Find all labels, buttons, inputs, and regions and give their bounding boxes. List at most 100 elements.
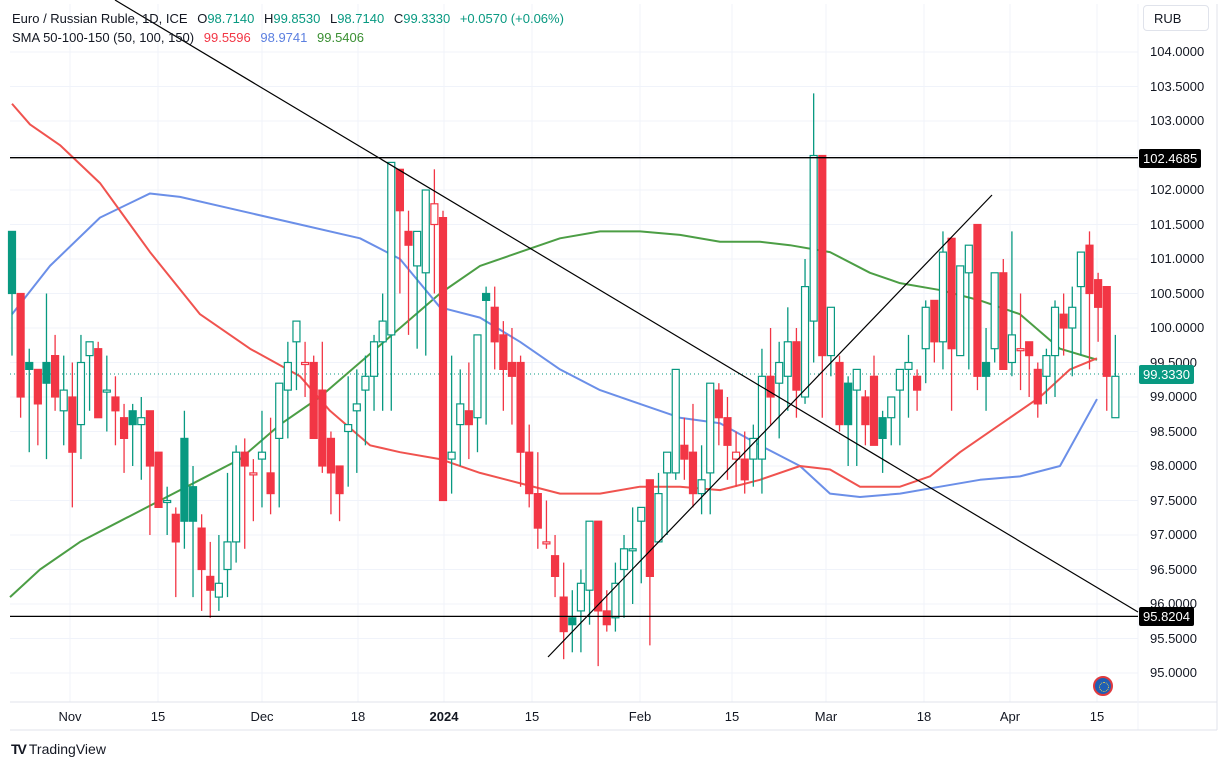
candle[interactable] [206,541,215,618]
candle[interactable] [33,368,42,446]
candle[interactable] [404,210,413,335]
candle[interactable] [326,431,336,515]
candle[interactable] [826,306,836,377]
candle[interactable] [835,355,844,432]
eu-flag-icon[interactable] [1093,676,1113,696]
candle[interactable] [602,590,611,632]
candle[interactable] [223,472,232,598]
candle[interactable] [249,459,258,522]
candle[interactable] [775,341,784,439]
candle[interactable] [990,272,999,363]
candle[interactable] [421,189,430,356]
candle[interactable] [766,328,775,425]
candle[interactable] [300,341,310,397]
candle[interactable] [723,397,732,480]
candle[interactable] [964,244,973,370]
candle[interactable] [611,562,620,632]
candle[interactable] [697,445,706,515]
candle[interactable] [482,286,491,425]
symbol-title[interactable]: Euro / Russian Ruble, 1D, ICE [12,11,188,26]
candle[interactable] [180,410,189,549]
candle[interactable] [283,341,292,439]
candle[interactable] [956,265,965,357]
candle[interactable] [94,341,103,419]
candle[interactable] [671,368,680,480]
candle[interactable] [154,451,163,509]
candle[interactable] [1111,334,1120,419]
candle[interactable] [559,562,568,660]
candle[interactable] [585,520,594,625]
candle[interactable] [904,334,913,418]
candle[interactable] [490,286,499,370]
candle[interactable] [507,328,517,425]
candle[interactable] [50,334,60,411]
candle[interactable] [568,590,577,653]
candle[interactable] [292,320,301,391]
candle[interactable] [999,259,1008,370]
candle[interactable] [1042,348,1051,404]
candle[interactable] [887,396,896,446]
candle[interactable] [42,293,51,460]
candle[interactable] [619,535,629,618]
candle[interactable] [16,292,25,418]
candle[interactable] [783,307,792,411]
candle[interactable] [516,355,525,487]
candle[interactable] [637,506,646,584]
candle[interactable] [119,403,129,473]
candle[interactable] [1059,293,1068,356]
candle[interactable] [309,355,318,440]
tradingview-logo[interactable]: TV TradingView [11,741,106,757]
candle[interactable] [852,368,861,466]
candle[interactable] [947,237,956,411]
candle[interactable] [266,417,275,515]
candle[interactable] [7,230,17,356]
candle[interactable] [76,334,86,460]
candle[interactable] [542,500,551,549]
candle[interactable] [473,334,482,453]
candle[interactable] [163,486,172,535]
candle[interactable] [818,154,827,418]
candle[interactable] [335,465,344,522]
candle[interactable] [137,397,146,480]
candle[interactable] [844,376,853,466]
candle[interactable] [792,328,801,418]
candle[interactable] [1025,341,1034,397]
candle[interactable] [430,169,439,294]
candle[interactable] [663,451,672,535]
candle[interactable] [171,507,180,598]
candle[interactable] [102,355,111,432]
candle[interactable] [456,369,465,466]
candle[interactable] [1076,251,1085,356]
candle[interactable] [85,341,94,411]
candle[interactable] [680,417,689,480]
currency-button[interactable]: RUB [1143,5,1209,31]
candle[interactable] [413,230,422,349]
candle[interactable] [257,410,267,508]
candle[interactable] [921,300,930,384]
candle[interactable] [378,293,387,411]
candle[interactable] [878,410,887,473]
candle[interactable] [25,348,34,453]
candle[interactable] [861,390,870,446]
candle[interactable] [938,231,948,370]
candle[interactable] [714,383,723,446]
candle[interactable] [930,299,939,363]
candle[interactable] [240,438,249,549]
candle[interactable] [145,410,155,535]
candle[interactable] [352,369,361,473]
candle[interactable] [594,520,603,667]
candle[interactable] [197,514,206,611]
candle[interactable] [628,507,637,604]
candle[interactable] [344,376,353,487]
candle[interactable] [275,382,284,508]
candle[interactable] [550,535,560,598]
candle[interactable] [749,424,758,487]
candle[interactable] [1102,286,1111,411]
candle[interactable] [757,348,767,494]
candle[interactable] [188,466,198,598]
candle[interactable] [214,535,223,611]
candle[interactable] [1007,231,1017,377]
candle[interactable] [68,362,77,508]
candle[interactable] [869,355,879,446]
